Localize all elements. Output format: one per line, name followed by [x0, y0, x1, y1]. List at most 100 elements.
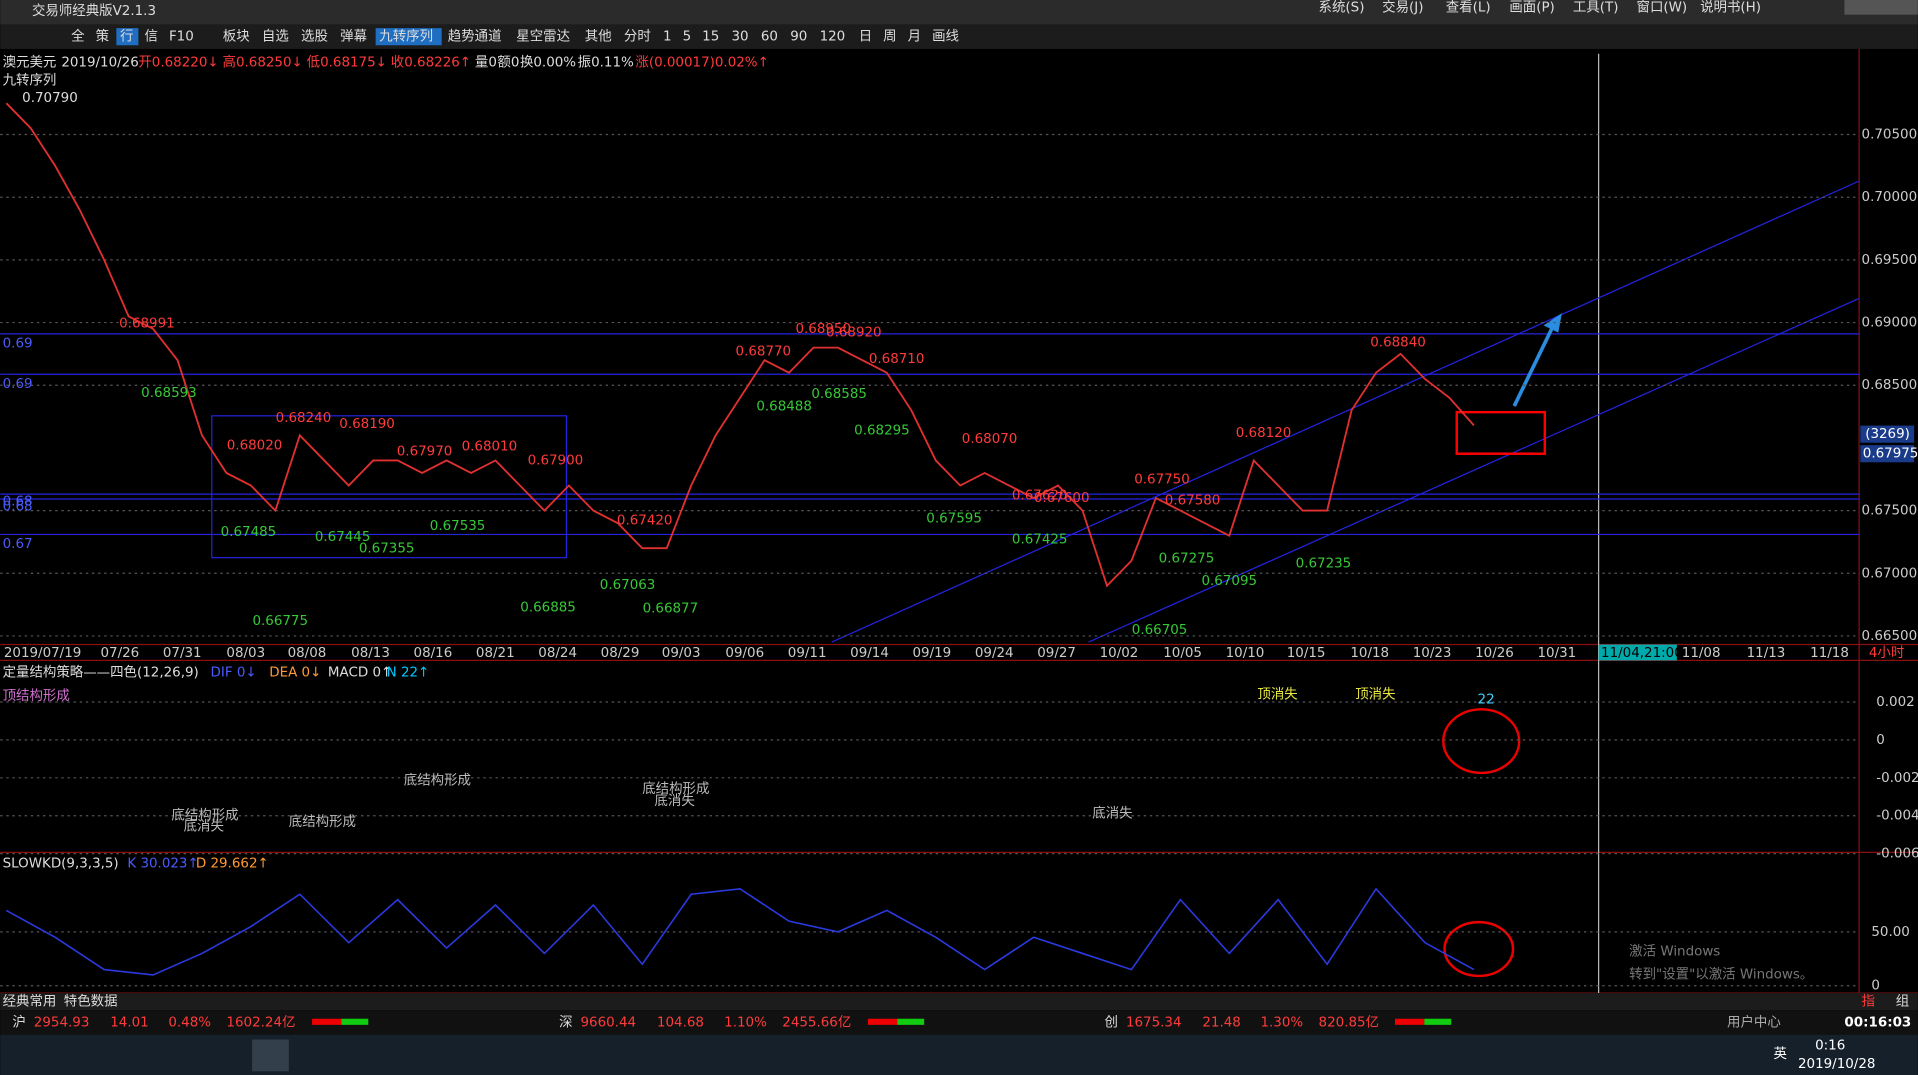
price-annotation: 0.68593: [141, 386, 197, 401]
price-annotation: 0.68920: [826, 326, 882, 341]
clock: 00:16:03: [1844, 1015, 1911, 1030]
toolbar-item[interactable]: 九转序列: [379, 29, 433, 45]
price-annotation: 0.68240: [276, 411, 332, 426]
price-annotation: 0.67445: [315, 530, 371, 545]
y-tick-label: -0.006: [1876, 847, 1918, 862]
toolbar-item[interactable]: 趋势通道: [448, 29, 502, 45]
toolbar-item[interactable]: 策: [96, 28, 109, 45]
panel-note: 底结构形成: [404, 772, 471, 788]
panel-field: N 22↑: [387, 666, 430, 681]
toolbar-item[interactable]: 其他: [585, 29, 612, 45]
toolbar-item[interactable]: 日: [859, 30, 872, 45]
menu-item[interactable]: 说明书(H): [1700, 0, 1761, 15]
toolbar-item[interactable]: 画线: [932, 29, 959, 45]
toolbar-item[interactable]: 30: [732, 30, 749, 45]
ime: 英: [1774, 1045, 1788, 1062]
toolbar-item[interactable]: 周: [883, 30, 896, 45]
taskbar: [0, 1034, 1918, 1075]
panel-note: 底结构形成: [171, 808, 238, 824]
toolbar-item[interactable]: 自选: [262, 29, 289, 45]
status-field: 14.01: [110, 1015, 148, 1030]
status-field: 2954.93: [34, 1015, 90, 1030]
panel-note: 顶消失: [1355, 687, 1396, 703]
tab[interactable]: 指: [1862, 994, 1875, 1010]
panel-note: 底消失: [654, 793, 695, 809]
price-line: [5, 102, 1475, 588]
toolbar-item[interactable]: 120: [820, 30, 846, 45]
panel-note: 顶结构形成: [3, 688, 70, 704]
high-mark: 0.70790: [22, 91, 78, 106]
k-line: [5, 887, 1475, 976]
tabs-bar: [0, 993, 1918, 1011]
tray-date: 2019/10/28: [1798, 1057, 1875, 1072]
x-tick-label: 08/03: [226, 646, 265, 661]
price-annotation: 0.67235: [1296, 556, 1352, 571]
menu-item[interactable]: 系统(S): [1319, 0, 1365, 15]
quote-field: 开0.68220↓: [138, 55, 218, 70]
toolbar-item[interactable]: 信: [144, 29, 157, 45]
level-label: 0.69: [3, 377, 33, 392]
date: 2019/10/26: [61, 55, 138, 70]
window-buttons[interactable]: [1844, 0, 1918, 15]
price-annotation: 0.66775: [252, 614, 308, 629]
status-field: 创: [1105, 1014, 1118, 1030]
toolbar-item[interactable]: 月: [908, 30, 921, 45]
status-field: 104.68: [657, 1015, 704, 1030]
tab[interactable]: 经典常用: [3, 994, 57, 1010]
toolbar-item[interactable]: 选股: [301, 29, 328, 45]
x-tick-label: 10/26: [1475, 646, 1514, 661]
toolbar-item[interactable]: 15: [702, 30, 719, 45]
menu-item[interactable]: 交易(J): [1382, 0, 1423, 15]
toolbar-item[interactable]: 星空雷达: [516, 29, 570, 45]
toolbar-item[interactable]: 弹幕: [340, 29, 367, 45]
x-tick-label: 08/16: [414, 646, 453, 661]
tray-time: 0:16: [1815, 1039, 1845, 1054]
price-annotation: 0.68585: [811, 387, 867, 402]
price-label: 0.67975: [1863, 447, 1918, 462]
x-tick-label: 09/11: [788, 646, 827, 661]
x-tick-label: 08/21: [476, 646, 515, 661]
panel-field: DEA 0↓: [269, 666, 321, 681]
price-annotation: 0.67063: [600, 578, 656, 593]
toolbar-active: [116, 28, 139, 46]
price-annotation: 0.67970: [397, 445, 453, 460]
tab[interactable]: 特色数据: [64, 993, 118, 1010]
y-tick-label: 0.002: [1876, 695, 1914, 710]
watermark: 转到"设置"以激活 Windows。: [1629, 967, 1813, 983]
x-tick-label: 09/24: [975, 646, 1014, 661]
toolbar-item[interactable]: 分时: [624, 29, 651, 45]
toolbar-item[interactable]: 5: [683, 30, 692, 45]
price-annotation: 0.68295: [854, 424, 910, 439]
price-annotation: 0.67595: [926, 511, 982, 526]
toolbar-item[interactable]: 90: [790, 30, 807, 45]
toolbar-item[interactable]: 板块: [223, 29, 250, 45]
price-annotation: 0.68991: [119, 317, 175, 332]
menu-item[interactable]: 窗口(W): [1637, 0, 1688, 15]
panel-note: 底结构形成: [289, 814, 356, 830]
toolbar-item[interactable]: 行: [120, 29, 133, 45]
toolbar-item[interactable]: F10: [169, 30, 194, 45]
highlight-box: [1455, 410, 1547, 455]
menu-item[interactable]: 画面(P): [1509, 0, 1554, 15]
status-bar-red: [1394, 1018, 1425, 1025]
app-title: 交易师经典版V2.1.3: [32, 2, 156, 19]
price-annotation: 0.66705: [1132, 623, 1188, 638]
toolbar-item[interactable]: 1: [663, 30, 672, 45]
price-annotation: 0.67355: [359, 541, 415, 556]
price-annotation: 0.67600: [1034, 491, 1090, 506]
active-app[interactable]: [252, 1039, 289, 1072]
x-tick-label: 10/23: [1413, 646, 1452, 661]
toolbar-item[interactable]: 60: [761, 30, 778, 45]
user-center[interactable]: 用户中心: [1727, 1013, 1781, 1030]
x-tick-label: 10/02: [1100, 646, 1139, 661]
x-tick-label: 07/26: [100, 646, 139, 661]
y-tick-label: 0.70500: [1862, 128, 1918, 143]
toolbar-item[interactable]: 全: [71, 28, 85, 45]
quote-field: 收0.68226↑: [391, 54, 471, 70]
price-annotation: 0.68070: [962, 432, 1018, 447]
menu-item[interactable]: 工具(T): [1573, 0, 1619, 15]
y-tick-label: 0.69000: [1862, 316, 1918, 331]
tab[interactable]: 组: [1896, 994, 1909, 1010]
menu-item[interactable]: 查看(L): [1446, 0, 1491, 15]
quote-field: 涨(0.00017)0.02%↑: [635, 54, 768, 70]
